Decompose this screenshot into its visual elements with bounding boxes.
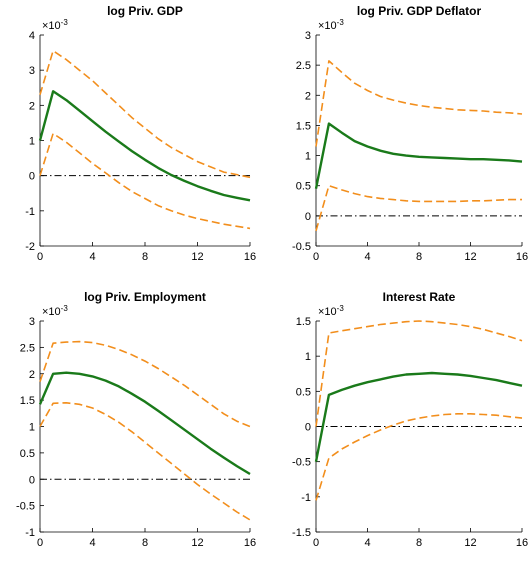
chart-panel-2: log Priv. GDP Deflator×10-3-0.500.511.52… (292, 4, 528, 263)
y-tick-label: 1.5 (20, 395, 35, 407)
chart-title: Interest Rate (383, 290, 456, 304)
x-tick-label: 4 (89, 251, 95, 263)
y-tick-label: 1.5 (296, 316, 311, 328)
y-tick-label: -0.5 (292, 457, 311, 469)
y-tick-label: 3 (29, 316, 35, 328)
y-tick-label: -1 (301, 492, 311, 504)
y-tick-label: 2 (29, 369, 35, 381)
x-tick-label: 8 (416, 537, 422, 549)
y-tick-label: 2 (305, 90, 311, 102)
x-tick-label: 8 (142, 251, 148, 263)
x-tick-label: 0 (313, 537, 319, 549)
y-tick-label: 3 (305, 30, 311, 42)
y-tick-label: 3 (29, 65, 35, 77)
y-exponent-label: ×10-3 (318, 304, 344, 318)
x-tick-label: 12 (464, 537, 476, 549)
y-tick-label: 0 (29, 474, 35, 486)
chart-panel-4: Interest Rate ×10-3 -1.5 -1 -0.5 0 0.5 1 1.5 0 4 8 1… (292, 290, 528, 549)
chart-title: log Priv. GDP Deflator (357, 4, 482, 18)
median-response-line (314, 371, 523, 462)
y-tick-label: 1 (29, 422, 35, 434)
lower-band-line (39, 132, 251, 230)
y-tick-label: 2.5 (296, 60, 311, 72)
x-tick-label: 12 (191, 251, 203, 263)
y-tick-label: 0.5 (296, 386, 311, 398)
x-tick-label: 8 (416, 251, 422, 263)
y-tick-label: 0 (305, 211, 311, 223)
y-tick-label: 0 (29, 171, 35, 183)
upper-band-line (315, 60, 523, 147)
y-exponent-label: ×10-3 (42, 304, 68, 318)
median-response-line (314, 122, 523, 189)
x-tick-label: 0 (37, 251, 43, 263)
y-tick-label: 2.5 (20, 342, 35, 354)
y-tick-label: -1.5 (292, 527, 311, 539)
x-tick-label: 16 (516, 251, 528, 263)
lower-band-line (315, 184, 522, 232)
x-tick-label: 4 (89, 537, 95, 549)
lower-band-line (39, 401, 251, 521)
y-exponent-label: ×10-3 (318, 18, 344, 32)
y-tick-label: 0.5 (20, 448, 35, 460)
x-tick-label: 4 (364, 537, 370, 549)
y-tick-label: 1 (305, 351, 311, 363)
x-tick-label: 12 (191, 537, 203, 549)
y-tick-label: -1 (25, 206, 35, 218)
y-tick-label: 4 (29, 30, 35, 42)
upper-band-line (39, 340, 251, 428)
y-tick-label: 0 (305, 422, 311, 434)
x-tick-label: 16 (244, 251, 256, 263)
y-exponent-label: ×10-3 (42, 18, 68, 32)
y-tick-label: 1 (305, 151, 311, 163)
upper-band-line (39, 49, 251, 179)
x-tick-label: 16 (516, 537, 528, 549)
x-tick-label: 0 (313, 251, 319, 263)
x-tick-label: 0 (37, 537, 43, 549)
y-tick-label: 1 (29, 136, 35, 148)
y-tick-label: -0.5 (292, 241, 311, 253)
median-response-line (38, 90, 251, 202)
chart-title: log Priv. GDP (107, 4, 183, 18)
y-tick-label: 1.5 (296, 120, 311, 132)
x-tick-label: 4 (364, 251, 370, 263)
y-tick-label: -1 (25, 527, 35, 539)
y-tick-label: -2 (25, 241, 35, 253)
y-tick-label: 0.5 (296, 181, 311, 193)
chart-panel-3: log Priv. Employment ×10-3 -1 -0.5 0 0.5 1 1.5 2… (16, 290, 256, 549)
median-response-line (38, 371, 251, 476)
x-tick-label: 8 (142, 537, 148, 549)
upper-band-line (315, 320, 523, 427)
y-tick-label: 2 (29, 100, 35, 112)
x-tick-label: 16 (244, 537, 256, 549)
chart-title: log Priv. Employment (84, 290, 206, 304)
y-tick-label: -0.5 (16, 501, 35, 513)
x-tick-label: 12 (464, 251, 476, 263)
